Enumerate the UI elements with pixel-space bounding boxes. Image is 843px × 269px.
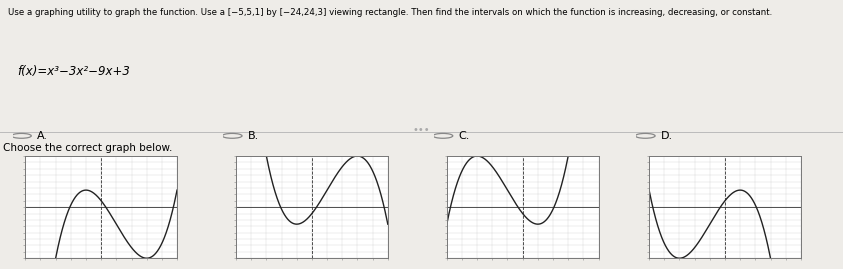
Text: A.: A.	[37, 131, 48, 141]
Text: B.: B.	[248, 131, 259, 141]
Text: Use a graphing utility to graph the function. Use a [−5,5,1] by [−24,24,3] viewi: Use a graphing utility to graph the func…	[8, 8, 773, 17]
Text: D.: D.	[661, 131, 673, 141]
Text: •••: •••	[413, 125, 430, 135]
Text: f(x)=x³−3x²−9x+3: f(x)=x³−3x²−9x+3	[17, 65, 130, 78]
Text: Choose the correct graph below.: Choose the correct graph below.	[3, 143, 172, 153]
Text: C.: C.	[459, 131, 470, 141]
